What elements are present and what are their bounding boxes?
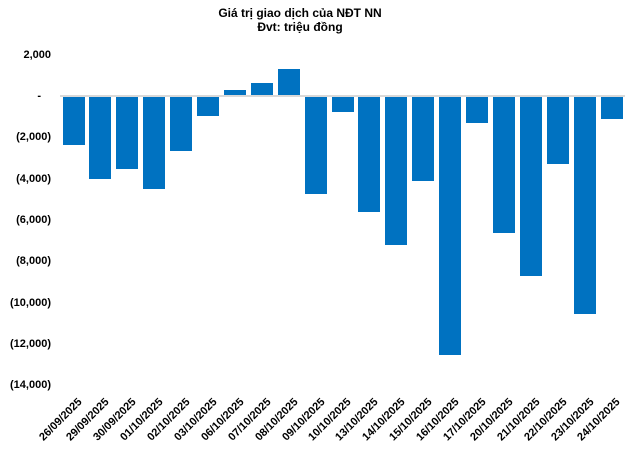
chart-subtitle: Đvt: triệu đồng bbox=[257, 20, 343, 34]
bar bbox=[385, 97, 408, 245]
chart-title: Giá trị giao dịch của NĐT NN bbox=[218, 6, 382, 20]
bar bbox=[277, 69, 300, 95]
y-tick-label: (2,000) bbox=[16, 131, 51, 143]
bar bbox=[304, 97, 327, 194]
y-tick-label: 2,000 bbox=[23, 49, 51, 61]
y-tick-label: (4,000) bbox=[16, 173, 51, 185]
bar bbox=[600, 97, 623, 119]
bar bbox=[331, 97, 354, 112]
y-tick-label: - bbox=[37, 90, 41, 102]
bar bbox=[170, 97, 193, 151]
bar bbox=[223, 90, 246, 95]
bar bbox=[492, 97, 515, 233]
y-tick-label: (8,000) bbox=[16, 255, 51, 267]
y-tick-label: (10,000) bbox=[10, 297, 51, 309]
bar bbox=[62, 97, 85, 145]
bar bbox=[466, 97, 488, 123]
bar bbox=[143, 97, 166, 189]
bar bbox=[250, 83, 273, 95]
bar bbox=[197, 97, 219, 116]
bar bbox=[116, 97, 139, 169]
y-tick-label: (6,000) bbox=[16, 214, 51, 226]
y-tick-label: (12,000) bbox=[10, 338, 51, 350]
bar bbox=[573, 97, 596, 314]
y-tick-label: (14,000) bbox=[10, 379, 51, 391]
bar bbox=[412, 97, 435, 181]
bar bbox=[439, 97, 462, 355]
bar bbox=[546, 97, 569, 164]
zero-axis-line bbox=[60, 95, 625, 97]
bar bbox=[519, 97, 542, 276]
bar bbox=[89, 97, 112, 179]
bar bbox=[358, 97, 381, 212]
